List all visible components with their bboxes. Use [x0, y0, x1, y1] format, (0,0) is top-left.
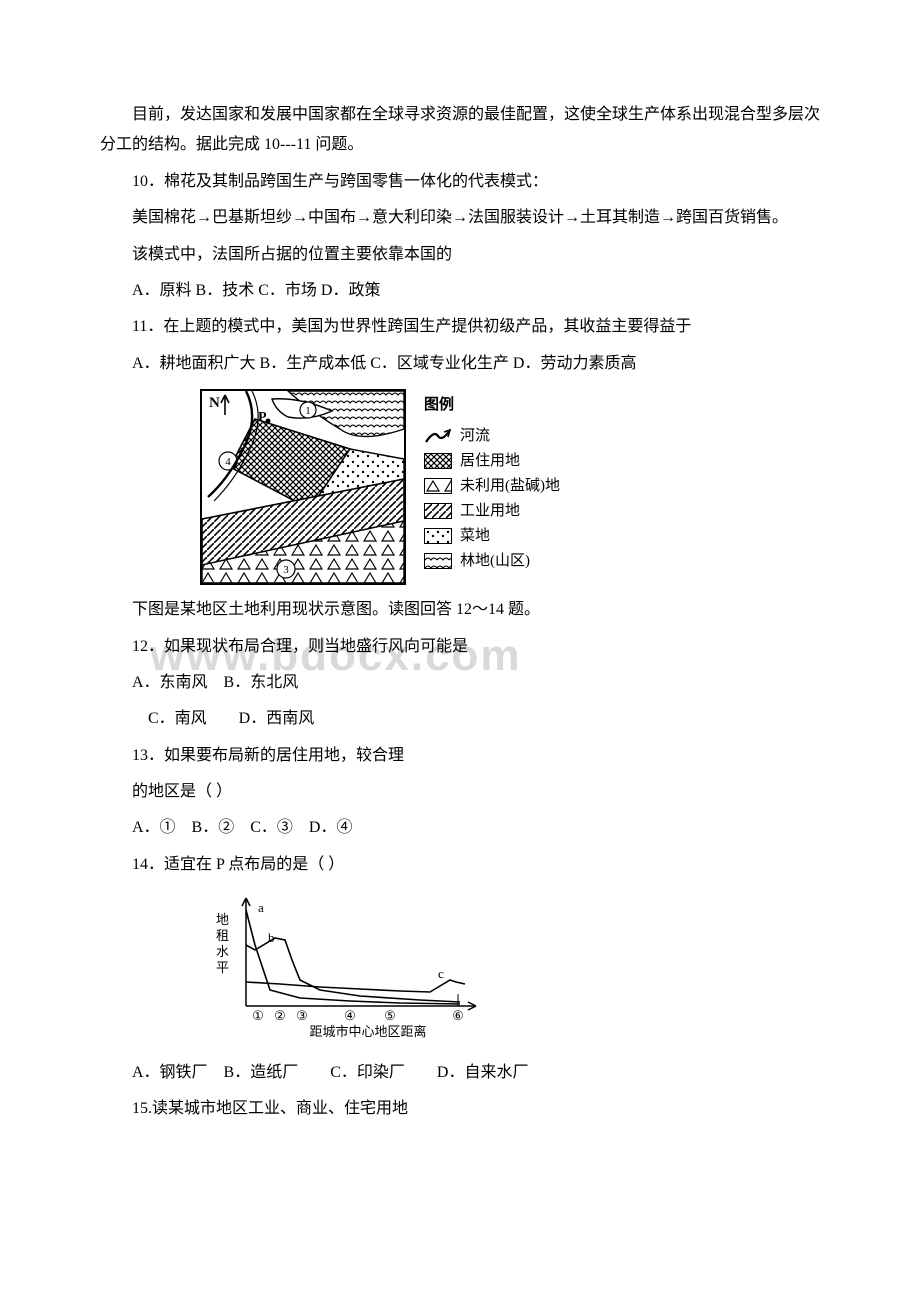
q10-stem-2: 该模式中，法国所占据的位置主要依靠本国的	[100, 240, 820, 270]
svg-text:3: 3	[283, 564, 289, 576]
rent-chart: 地 租 水 平 a b c ①②③ ④ ⑤ ⑥ 距城市中心地区距离	[200, 890, 820, 1051]
landuse-legend: 图例 河流 居住用地 未利用(盐碱)地 工业用地 菜地	[424, 389, 560, 572]
legend-item-veg: 菜地	[424, 526, 560, 547]
intro-paragraph: 目前，发达国家和发展中国家都在全球寻求资源的最佳配置，这使全球生产体系出现混合型…	[100, 100, 820, 161]
q13-options: A．① B．② C．③ D．④	[100, 813, 820, 843]
svg-text:⑥: ⑥	[452, 1008, 464, 1023]
q11-options: A．耕地面积广大 B．生产成本低 C．区域专业化生产 D．劳动力素质高	[100, 349, 820, 379]
q10-stem-1: 10．棉花及其制品跨国生产与跨国零售一体化的代表模式：	[100, 167, 820, 197]
curve-label-b: b	[268, 930, 275, 945]
q12-options-1: A．东南风 B．东北风	[100, 668, 820, 698]
curve-label-c: c	[438, 966, 444, 981]
legend-item-resid: 居住用地	[424, 451, 560, 472]
q12-options-2: C．南风 D．西南风	[100, 704, 820, 734]
q13-stem-2: 的地区是（ ）	[100, 777, 820, 807]
svg-text:租: 租	[216, 928, 229, 943]
q13-stem-1: 13．如果要布局新的居住用地，较合理	[100, 741, 820, 771]
svg-text:②: ②	[274, 1008, 286, 1023]
page-content: 目前，发达国家和发展中国家都在全球寻求资源的最佳配置，这使全球生产体系出现混合型…	[100, 100, 820, 1124]
landuse-figure: 1 P 4 2 3 N	[200, 389, 820, 585]
q10-options: A．原料 B．技术 C．市场 D．政策	[100, 276, 820, 306]
legend-label: 工业用地	[460, 501, 520, 522]
legend-item-indus: 工业用地	[424, 501, 560, 522]
svg-text:N: N	[209, 395, 220, 411]
q10-chain: 美国棉花→巴基斯坦纱→中国布→意大利印染→法国服装设计→土耳其制造→跨国百货销售…	[100, 203, 820, 233]
legend-label: 林地(山区)	[460, 551, 530, 572]
rent-xlabel: 距城市中心地区距离	[309, 1024, 426, 1039]
q12-pre: 下图是某地区土地利用现状示意图。读图回答 12～14 题。	[100, 595, 820, 625]
svg-text:1: 1	[305, 405, 311, 417]
svg-text:P: P	[258, 410, 267, 425]
legend-title: 图例	[424, 391, 560, 420]
svg-text:平: 平	[216, 960, 229, 975]
svg-text:④: ④	[344, 1008, 356, 1023]
legend-label: 河流	[460, 426, 490, 447]
svg-text:地: 地	[216, 912, 229, 927]
q14-stem: 14．适宜在 P 点布局的是（ ）	[100, 850, 820, 880]
landuse-map: 1 P 4 2 3 N	[200, 389, 406, 585]
legend-item-saline: 未利用(盐碱)地	[424, 476, 560, 497]
legend-item-forest: 林地(山区)	[424, 551, 560, 572]
legend-label: 菜地	[460, 526, 490, 547]
legend-label: 未利用(盐碱)地	[460, 476, 560, 497]
svg-text:⑤: ⑤	[384, 1008, 396, 1023]
legend-label: 居住用地	[460, 451, 520, 472]
q11-stem: 11．在上题的模式中，美国为世界性跨国生产提供初级产品，其收益主要得益于	[100, 312, 820, 342]
svg-text:①: ①	[252, 1008, 264, 1023]
svg-text:水: 水	[216, 944, 229, 959]
q15-stem: 15.读某城市地区工业、商业、住宅用地	[100, 1094, 820, 1124]
q12-stem: 12．如果现状布局合理，则当地盛行风向可能是	[100, 632, 820, 662]
q14-options: A．钢铁厂 B．造纸厂 C．印染厂 D．自来水厂	[100, 1058, 820, 1088]
svg-text:③: ③	[296, 1008, 308, 1023]
svg-text:4: 4	[225, 456, 231, 468]
curve-label-a: a	[258, 900, 264, 915]
legend-item-river: 河流	[424, 426, 560, 447]
